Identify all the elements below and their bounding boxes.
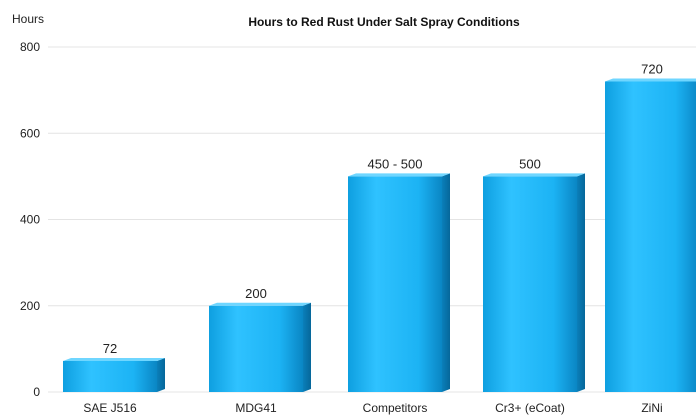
bar-side [577,173,585,392]
y-tick-label: 400 [20,213,40,227]
bar-top [483,173,585,177]
bars [63,78,696,392]
bar [209,302,311,392]
category-label: MDG41 [235,401,277,415]
data-labels: 72 200 450 - 500 500 720 [103,62,663,356]
bar-side [303,302,311,392]
bar-front [348,176,442,392]
y-tick-label: 200 [20,299,40,313]
data-label: 450 - 500 [368,156,423,171]
data-label: 720 [641,62,663,77]
bar-front [605,81,696,392]
bar-front [483,176,577,392]
category-label: Competitors [363,401,428,415]
bar [483,173,585,392]
bar-top [348,173,450,177]
bar-side [442,173,450,392]
category-label: SAE J516 [83,401,137,415]
chart-title: Hours to Red Rust Under Salt Spray Condi… [248,15,520,29]
bar-top [209,302,311,306]
data-label: 72 [103,341,117,356]
bar [63,357,165,392]
y-tick-label: 0 [33,385,40,399]
y-tick-label: 600 [20,126,40,140]
y-tick-label: 800 [20,40,40,54]
y-axis-ticks: 0 200 400 600 800 [20,40,40,399]
category-labels: SAE J516 MDG41 Competitors Cr3+ (eCoat) ZiNi [83,401,662,415]
data-label: 500 [519,156,541,171]
bar [605,78,696,392]
bar-front [209,305,303,392]
category-label: ZiNi [641,401,662,415]
bar-top [63,357,165,361]
bar-side [157,357,165,392]
y-axis-title: Hours [12,12,44,26]
category-label: Cr3+ (eCoat) [495,401,565,415]
data-label: 200 [245,286,267,301]
bar-front [63,360,157,392]
bar-top [605,78,696,82]
bar [348,173,450,392]
